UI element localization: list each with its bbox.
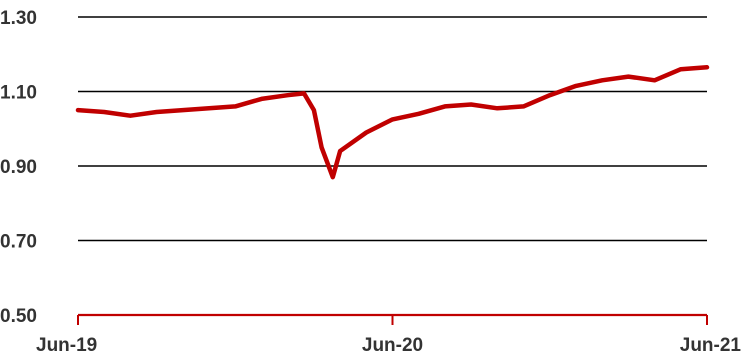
x-tick-label: Jun-19 (36, 335, 97, 356)
y-axis-tick-labels: 1.30 1.10 0.90 0.70 0.50 (0, 8, 37, 327)
y-tick-label: 0.90 (0, 157, 37, 178)
y-tick-label: 1.10 (0, 83, 37, 104)
y-tick-label: 0.50 (0, 306, 37, 327)
x-axis (77, 313, 708, 325)
x-axis-tick-labels: Jun-19 Jun-20 Jun-21 (36, 335, 741, 356)
gridlines (78, 16, 707, 242)
y-tick-label: 0.70 (0, 232, 37, 253)
x-tick-label: Jun-20 (362, 335, 423, 356)
y-tick-label: 1.30 (0, 8, 37, 29)
x-tick-label: Jun-21 (680, 335, 741, 356)
series-layer (75, 65, 710, 180)
series-line (75, 65, 710, 180)
